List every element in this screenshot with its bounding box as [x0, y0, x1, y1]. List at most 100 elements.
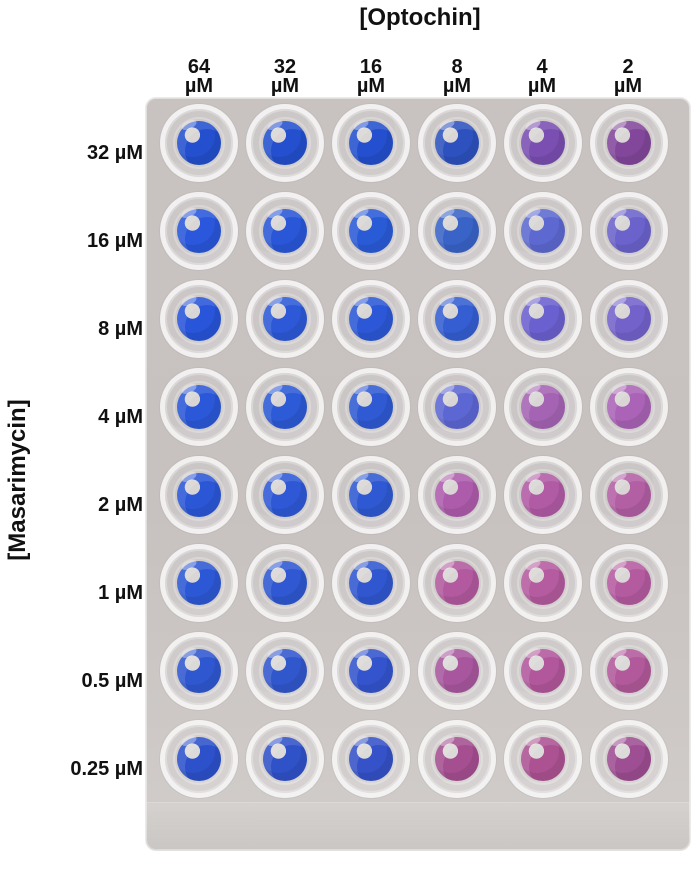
- well-r6-c1: [160, 544, 238, 622]
- well-liquid-r6-c2: [263, 561, 307, 605]
- well-r1-c2: [246, 104, 324, 182]
- column-unit-16: µM: [356, 75, 386, 97]
- well-liquid-r1-c2: [263, 121, 307, 165]
- column-value-2: 2: [622, 56, 634, 78]
- well-liquid-r4-c5: [521, 385, 565, 429]
- column-label-8: 8 µM: [422, 56, 492, 97]
- column-value-16: 16: [359, 56, 383, 78]
- well-liquid-r7-c5: [521, 649, 565, 693]
- well-liquid-r1-c5: [521, 121, 565, 165]
- well-r5-c4: [418, 456, 496, 534]
- column-label-32: 32 µM: [250, 56, 320, 96]
- well-r2-c4: [418, 192, 496, 270]
- well-r3-c5: [504, 280, 582, 358]
- well-r1-c3: [332, 104, 410, 182]
- well-liquid-r2-c4: [435, 209, 479, 253]
- well-liquid-r6-c3: [349, 561, 393, 605]
- well-liquid-r6-c4: [435, 561, 479, 605]
- well-r4-c5: [504, 368, 582, 446]
- well-liquid-r4-c6: [607, 385, 651, 429]
- well-r7-c5: [504, 632, 582, 710]
- well-r2-c1: [160, 192, 238, 270]
- row-label-2: 2 µM: [98, 494, 143, 516]
- well-liquid-r7-c4: [435, 649, 479, 693]
- well-liquid-r5-c6: [607, 473, 651, 517]
- well-liquid-r8-c3: [349, 737, 393, 781]
- well-r5-c6: [590, 456, 668, 534]
- well-r6-c5: [504, 544, 582, 622]
- well-liquid-r2-c6: [607, 209, 651, 253]
- well-r4-c6: [590, 368, 668, 446]
- well-liquid-r8-c1: [177, 737, 221, 781]
- well-liquid-r7-c1: [177, 649, 221, 693]
- well-liquid-r4-c1: [177, 385, 221, 429]
- column-unit-64: µM: [184, 75, 214, 97]
- well-r7-c3: [332, 632, 410, 710]
- row-label-32: 32 µM: [87, 142, 143, 164]
- well-r5-c2: [246, 456, 324, 534]
- well-liquid-r5-c3: [349, 473, 393, 517]
- well-r3-c6: [590, 280, 668, 358]
- well-liquid-r8-c6: [607, 737, 651, 781]
- column-label-16: 16 µM: [336, 56, 406, 97]
- well-r8-c3: [332, 720, 410, 798]
- well-liquid-r5-c5: [521, 473, 565, 517]
- well-r4-c3: [332, 368, 410, 446]
- well-r8-c2: [246, 720, 324, 798]
- well-liquid-r1-c6: [607, 121, 651, 165]
- column-unit-4: µM: [527, 75, 557, 97]
- well-r3-c1: [160, 280, 238, 358]
- well-r7-c4: [418, 632, 496, 710]
- column-value-4: 4: [536, 56, 548, 78]
- well-liquid-r5-c1: [177, 473, 221, 517]
- well-r8-c5: [504, 720, 582, 798]
- well-liquid-r4-c2: [263, 385, 307, 429]
- well-r2-c2: [246, 192, 324, 270]
- well-r3-c3: [332, 280, 410, 358]
- well-liquid-r2-c2: [263, 209, 307, 253]
- well-liquid-r2-c3: [349, 209, 393, 253]
- well-r8-c6: [590, 720, 668, 798]
- well-liquid-r8-c4: [435, 737, 479, 781]
- well-r1-c5: [504, 104, 582, 182]
- column-label-64: 64 µM: [164, 56, 234, 97]
- well-liquid-r1-c4: [435, 121, 479, 165]
- well-r2-c3: [332, 192, 410, 270]
- column-unit-2: µM: [613, 75, 643, 97]
- well-r3-c4: [418, 280, 496, 358]
- well-liquid-r3-c5: [521, 297, 565, 341]
- well-liquid-r3-c2: [263, 297, 307, 341]
- well-r5-c3: [332, 456, 410, 534]
- well-liquid-r5-c4: [435, 473, 479, 517]
- well-r6-c3: [332, 544, 410, 622]
- well-r1-c4: [418, 104, 496, 182]
- well-r8-c4: [418, 720, 496, 798]
- column-unit-8: µM: [442, 75, 472, 97]
- well-liquid-r2-c1: [177, 209, 221, 253]
- well-liquid-r8-c5: [521, 737, 565, 781]
- well-r3-c2: [246, 280, 324, 358]
- well-liquid-r3-c6: [607, 297, 651, 341]
- well-liquid-r7-c2: [263, 649, 307, 693]
- well-r5-c1: [160, 456, 238, 534]
- x-axis-title: [Optochin]: [359, 4, 481, 31]
- well-r8-c1: [160, 720, 238, 798]
- plate-lip: [146, 802, 690, 851]
- column-value-64: 64: [187, 56, 211, 78]
- column-label-4: 4 µM: [507, 56, 577, 97]
- column-value-8: 8: [451, 56, 463, 78]
- well-liquid-r3-c3: [349, 297, 393, 341]
- well-r6-c2: [246, 544, 324, 622]
- well-liquid-r6-c6: [607, 561, 651, 605]
- row-label-0-25: 0.25 µM: [70, 758, 143, 780]
- well-r7-c1: [160, 632, 238, 710]
- row-label-1: 1 µM: [98, 582, 143, 604]
- column-value-32: 32: [273, 56, 297, 78]
- well-r6-c6: [590, 544, 668, 622]
- row-label-0-5: 0.5 µM: [81, 670, 143, 692]
- well-r4-c1: [160, 368, 238, 446]
- well-liquid-r2-c5: [521, 209, 565, 253]
- well-liquid-r4-c3: [349, 385, 393, 429]
- well-liquid-r4-c4: [435, 385, 479, 429]
- well-liquid-r5-c2: [263, 473, 307, 517]
